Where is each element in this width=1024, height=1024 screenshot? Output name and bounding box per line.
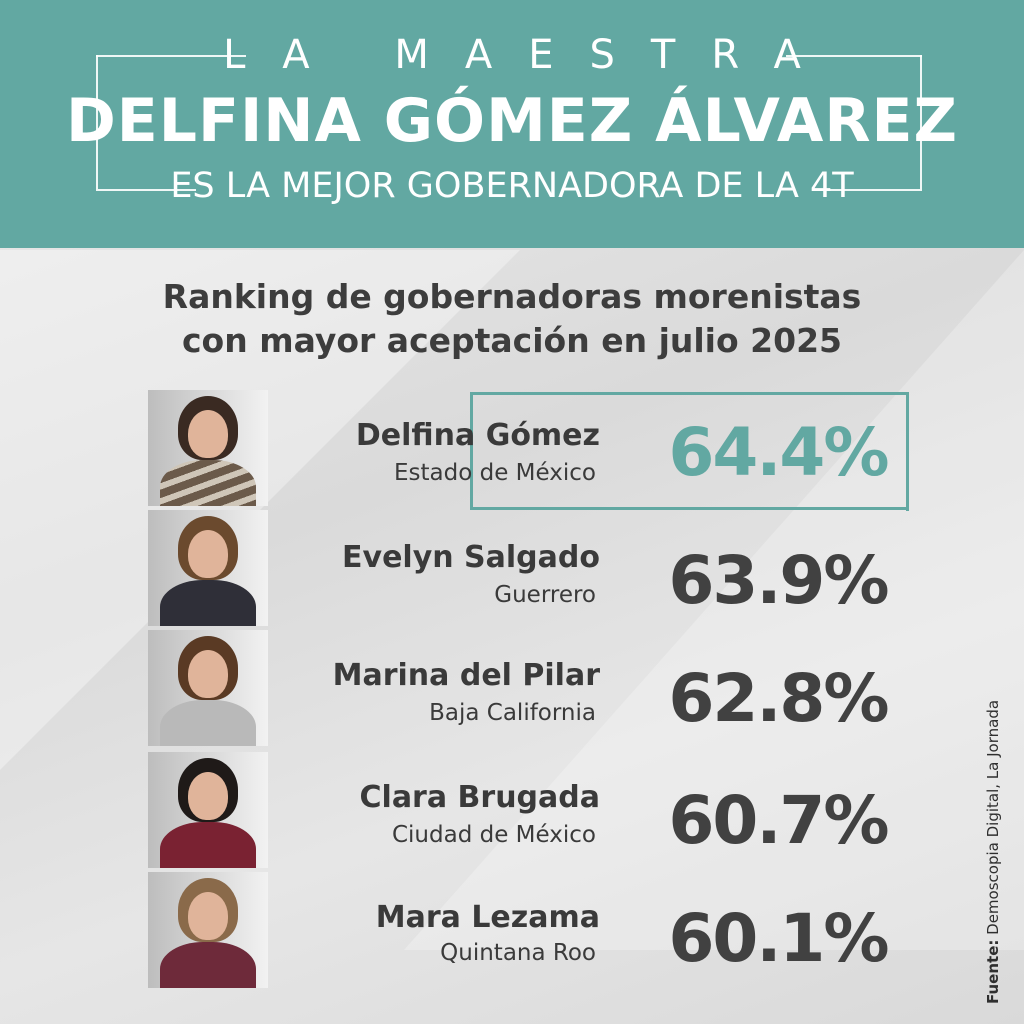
governor-name: Delfina Gómez xyxy=(355,418,600,453)
governor-state: Baja California xyxy=(429,700,596,726)
ranking-row: Mara Lezama Quintana Roo 60.1% xyxy=(0,872,1024,992)
ranking-row: Marina del Pilar Baja California 62.8% xyxy=(0,630,1024,750)
portrait-photo xyxy=(148,510,268,626)
ranking-row: Clara Brugada Ciudad de México 60.7% xyxy=(0,752,1024,872)
governor-name: Mara Lezama xyxy=(375,900,600,935)
frame-line xyxy=(96,55,98,189)
header-banner: LA MAESTRA DELFINA GÓMEZ ÁLVAREZ ES LA M… xyxy=(0,0,1024,248)
approval-value: 62.8% xyxy=(668,660,890,737)
governor-name: Clara Brugada xyxy=(359,780,600,815)
approval-value: 63.9% xyxy=(668,542,890,619)
frame-line xyxy=(786,55,922,57)
portrait-photo xyxy=(148,872,268,988)
governor-state: Ciudad de México xyxy=(391,822,596,848)
governor-name: Evelyn Salgado xyxy=(342,540,600,575)
governor-name: Marina del Pilar xyxy=(332,658,600,693)
approval-value: 64.4% xyxy=(668,414,890,491)
ranking-row: Delfina Gómez Estado de México 64.4% xyxy=(0,388,1024,508)
source-label: Fuente: xyxy=(984,939,1002,1004)
governor-state: Estado de México xyxy=(394,460,596,486)
frame-line xyxy=(920,55,922,189)
approval-value: 60.1% xyxy=(668,900,890,977)
source-credit: Fuente: Demoscopia Digital, La Jornada xyxy=(984,700,1002,1004)
portrait-photo xyxy=(148,752,268,868)
highlight-frame xyxy=(470,392,909,511)
governor-state: Quintana Roo xyxy=(440,940,596,966)
portrait-photo xyxy=(148,630,268,746)
frame-line xyxy=(96,55,246,57)
highlight-frame xyxy=(470,392,473,508)
approval-value: 60.7% xyxy=(668,782,890,859)
frame-line xyxy=(820,189,922,191)
source-text: Demoscopia Digital, La Jornada xyxy=(984,699,1002,935)
frame-line xyxy=(96,189,196,191)
ranking-row: Evelyn Salgado Guerrero 63.9% xyxy=(0,510,1024,630)
header-headline: DELFINA GÓMEZ ÁLVAREZ xyxy=(65,86,959,156)
ranking-title: Ranking de gobernadoras morenistas con m… xyxy=(0,275,1024,363)
ranking-title-line2: con mayor aceptación en julio 2025 xyxy=(182,321,842,360)
governor-state: Guerrero xyxy=(494,582,596,608)
ranking-title-line1: Ranking de gobernadoras morenistas xyxy=(162,277,862,316)
header-subline: ES LA MEJOR GOBERNADORA DE LA 4T xyxy=(170,166,854,206)
highlight-frame xyxy=(470,507,909,510)
header-kicker: LA MAESTRA xyxy=(223,32,837,78)
portrait-photo xyxy=(148,390,268,506)
